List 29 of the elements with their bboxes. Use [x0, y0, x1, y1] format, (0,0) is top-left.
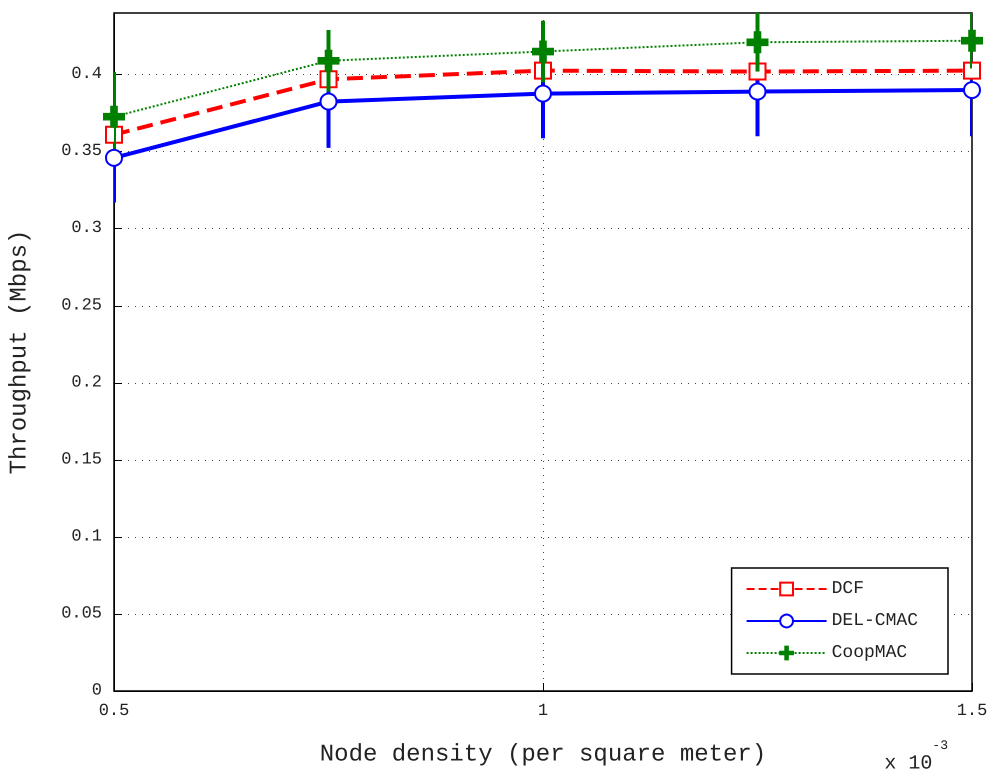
y-tick-label: 0.1 [71, 527, 102, 546]
point [318, 50, 340, 72]
text: x 10-3 [884, 738, 948, 776]
y-tick-label: 0.05 [61, 604, 102, 624]
y-tick-label: 0.4 [71, 65, 102, 84]
point [534, 84, 552, 103]
point [748, 82, 766, 101]
legend-label: DEL-CMAC [832, 611, 918, 631]
y-tick-label: 0.25 [61, 296, 102, 316]
point [963, 81, 981, 100]
y-axis-title: Throughput (Mbps) [6, 230, 34, 474]
y-tick-label: 0.3 [71, 219, 102, 238]
legend-label: CoopMAC [832, 643, 908, 663]
legend-label: DCF [832, 579, 864, 599]
y-tick-label: 0.2 [71, 373, 102, 392]
x-tick-label: 1 [538, 702, 548, 721]
y-tick-label: 0.15 [61, 450, 102, 470]
point [961, 30, 983, 52]
point [746, 31, 768, 54]
x-axis-title: Node density (per square meter) [320, 742, 766, 768]
point [320, 92, 338, 111]
y-tick-label: 0 [92, 682, 102, 700]
x-tick-label: 0.5 [98, 702, 130, 721]
point [103, 106, 125, 128]
point [532, 40, 554, 63]
x-tick-label: 1.5 [956, 702, 988, 721]
point [963, 62, 981, 80]
point [105, 148, 123, 167]
y-tick-label: 0.35 [61, 142, 102, 162]
